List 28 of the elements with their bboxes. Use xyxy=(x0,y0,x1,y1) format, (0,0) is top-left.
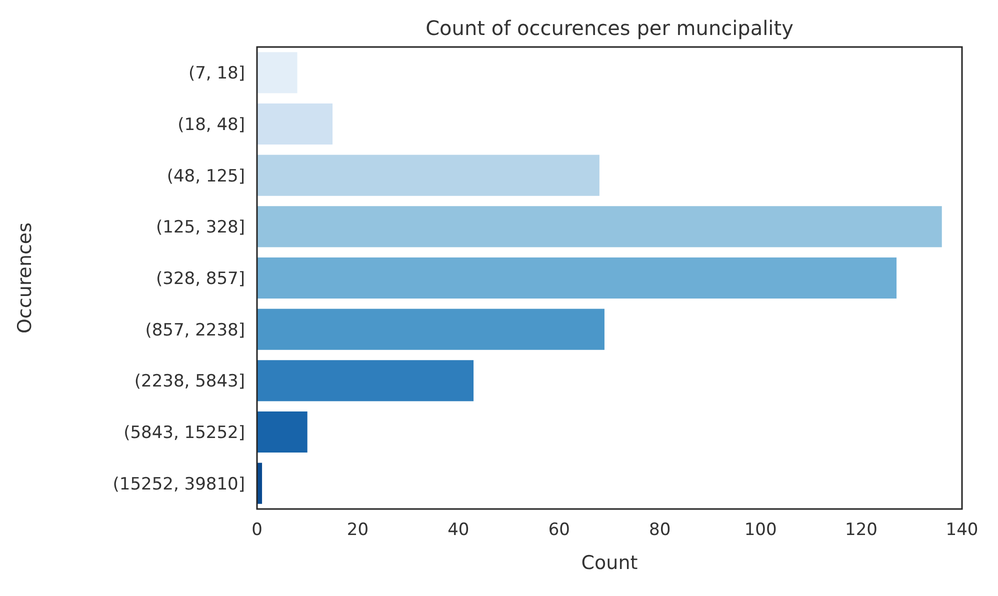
chart-title: Count of occurences per muncipality xyxy=(426,16,794,40)
y-tick-label: (15252, 39810] xyxy=(112,474,245,494)
x-tick-label: 120 xyxy=(845,520,878,540)
y-tick-label: (125, 328] xyxy=(156,218,245,238)
x-tick-label: 100 xyxy=(744,520,777,540)
bar xyxy=(257,411,308,453)
y-tick-label: (857, 2238] xyxy=(145,320,245,340)
bar xyxy=(257,257,897,299)
y-tick-label: (18, 48] xyxy=(178,114,245,135)
x-tick-label: 140 xyxy=(946,520,978,540)
y-axis-title: Occurences xyxy=(14,222,36,334)
x-tick-label: 60 xyxy=(548,520,570,540)
x-tick-label: 40 xyxy=(448,520,470,540)
x-tick-label: 0 xyxy=(252,520,262,540)
bar xyxy=(257,206,942,248)
y-tick-label: (328, 857] xyxy=(156,268,245,289)
bar xyxy=(257,52,298,94)
x-tick-label: 20 xyxy=(346,520,369,540)
x-axis-title: Count xyxy=(581,552,638,574)
bar xyxy=(257,360,474,402)
y-tick-label: (2238, 5843] xyxy=(134,372,245,392)
bar xyxy=(257,308,604,350)
y-tick-label: (5843, 15252] xyxy=(124,422,245,443)
y-tick-label: (48, 125] xyxy=(166,166,245,186)
bar xyxy=(257,103,333,145)
bar xyxy=(257,154,600,196)
y-tick-label: (7, 18] xyxy=(188,64,245,84)
x-tick-label: 80 xyxy=(649,520,671,540)
